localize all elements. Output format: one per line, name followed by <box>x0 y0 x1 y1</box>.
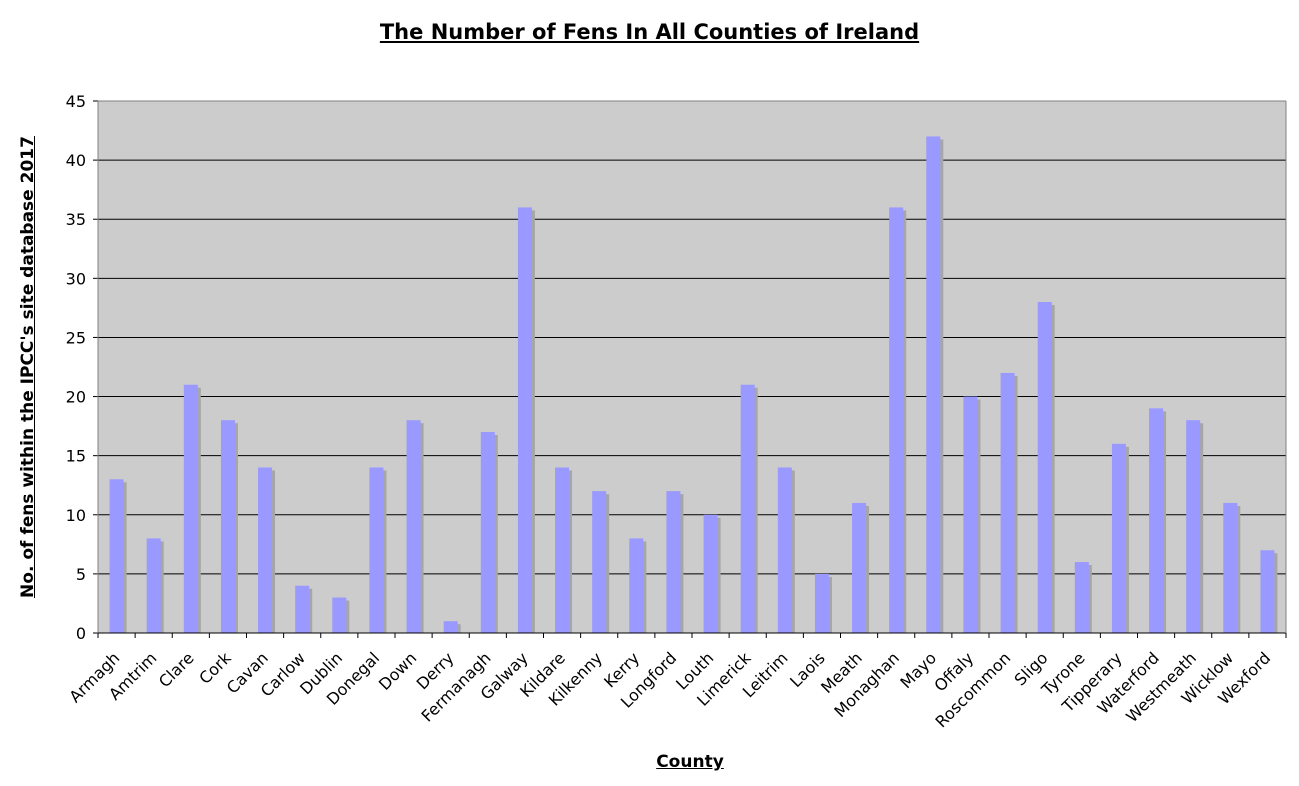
bar <box>555 467 570 633</box>
bar <box>1260 550 1275 633</box>
bar <box>889 207 904 633</box>
y-tick-label: 40 <box>66 151 86 170</box>
bar <box>517 207 532 633</box>
bar <box>369 467 384 633</box>
y-axis-label: No. of fens within the IPCC's site datab… <box>18 136 38 598</box>
axes <box>93 100 1287 638</box>
bar <box>443 621 458 633</box>
bar <box>258 467 273 633</box>
bar <box>629 538 644 633</box>
y-tick-label: 20 <box>66 388 86 407</box>
bar <box>777 467 792 633</box>
bar <box>295 585 310 633</box>
bar <box>1000 372 1015 633</box>
bar <box>1037 301 1052 633</box>
bar <box>592 491 607 633</box>
bar <box>814 573 829 633</box>
bar <box>740 384 755 633</box>
y-tick-label: 30 <box>66 269 86 288</box>
y-tick-label: 15 <box>66 447 86 466</box>
y-tick-label: 0 <box>76 624 86 643</box>
bar <box>1074 562 1089 633</box>
x-axis-label: County <box>656 752 724 772</box>
bar <box>220 420 235 633</box>
y-tick-labels: 0 5 10 15 20 25 30 35 40 45 <box>66 92 86 643</box>
x-tick-labels: ArmaghAmtrimClareCorkCavanCarlowDublinDo… <box>65 648 1274 731</box>
plot-area <box>98 101 1286 633</box>
bar <box>109 479 124 633</box>
y-tick-label: 5 <box>76 565 86 584</box>
bar <box>406 420 421 633</box>
bar <box>926 136 941 633</box>
y-tick-label: 35 <box>66 210 86 229</box>
y-tick-label: 25 <box>66 328 86 347</box>
bar <box>183 384 198 633</box>
bar <box>1223 502 1238 633</box>
chart-title: The Number of Fens In All Counties of Ir… <box>379 20 920 44</box>
x-tick-label: Clare <box>155 648 198 691</box>
bars <box>109 136 1278 633</box>
y-tick-label: 45 <box>66 92 86 111</box>
bar <box>666 491 681 633</box>
y-tick-label: 10 <box>66 506 86 525</box>
bar <box>1186 420 1201 633</box>
bar <box>1111 443 1126 633</box>
bar <box>703 514 718 633</box>
bar <box>1149 408 1164 633</box>
bar <box>332 597 347 633</box>
bar <box>146 538 161 633</box>
bar <box>852 502 867 633</box>
x-tick-label: Down <box>375 648 420 693</box>
bar <box>480 432 495 633</box>
bar <box>963 396 978 633</box>
